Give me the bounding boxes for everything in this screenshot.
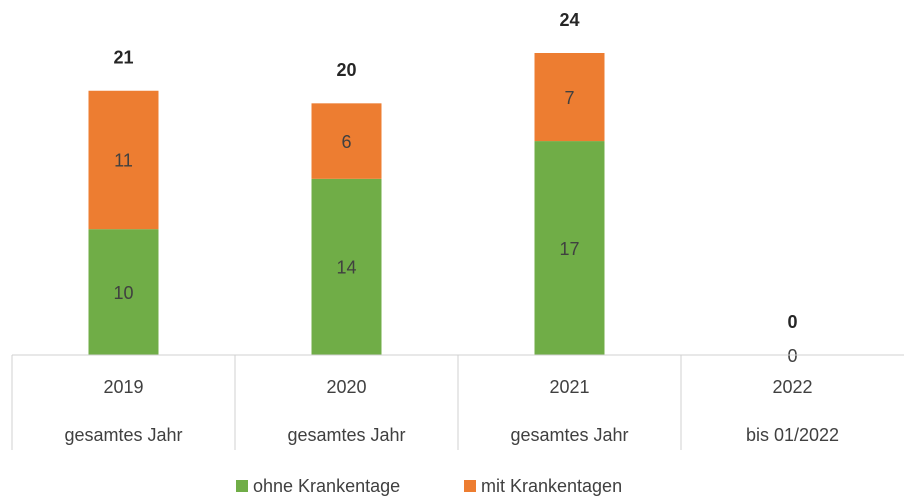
bar-segment xyxy=(88,229,159,355)
x-tick-label: gesamtes Jahr xyxy=(510,425,628,445)
x-tick-label: 2020 xyxy=(326,377,366,397)
data-label: 10 xyxy=(113,283,133,303)
bar-segment xyxy=(534,53,605,142)
total-label: 24 xyxy=(559,10,579,30)
data-label: 17 xyxy=(559,239,579,259)
legend-label: mit Krankentagen xyxy=(481,476,622,496)
x-tick-label: bis 01/2022 xyxy=(746,425,839,445)
bar-segment xyxy=(88,90,159,230)
legend-label: ohne Krankentage xyxy=(253,476,400,496)
bar-segment xyxy=(311,178,382,355)
bar-segment xyxy=(534,141,605,355)
legend-swatch xyxy=(236,480,248,492)
data-label: 6 xyxy=(341,132,351,152)
x-tick-label: gesamtes Jahr xyxy=(64,425,182,445)
x-tick-label: gesamtes Jahr xyxy=(287,425,405,445)
total-label: 20 xyxy=(336,60,356,80)
data-label: 14 xyxy=(336,258,356,278)
data-label: 11 xyxy=(114,151,133,171)
bar-segment xyxy=(311,103,382,179)
total-label: 0 xyxy=(787,312,797,332)
x-tick-label: 2021 xyxy=(549,377,589,397)
x-tick-label: 2022 xyxy=(772,377,812,397)
x-tick-label: 2019 xyxy=(103,377,143,397)
data-label: 0 xyxy=(787,346,797,366)
data-label: 7 xyxy=(564,88,574,108)
total-label: 21 xyxy=(113,48,133,68)
legend-swatch xyxy=(464,480,476,492)
